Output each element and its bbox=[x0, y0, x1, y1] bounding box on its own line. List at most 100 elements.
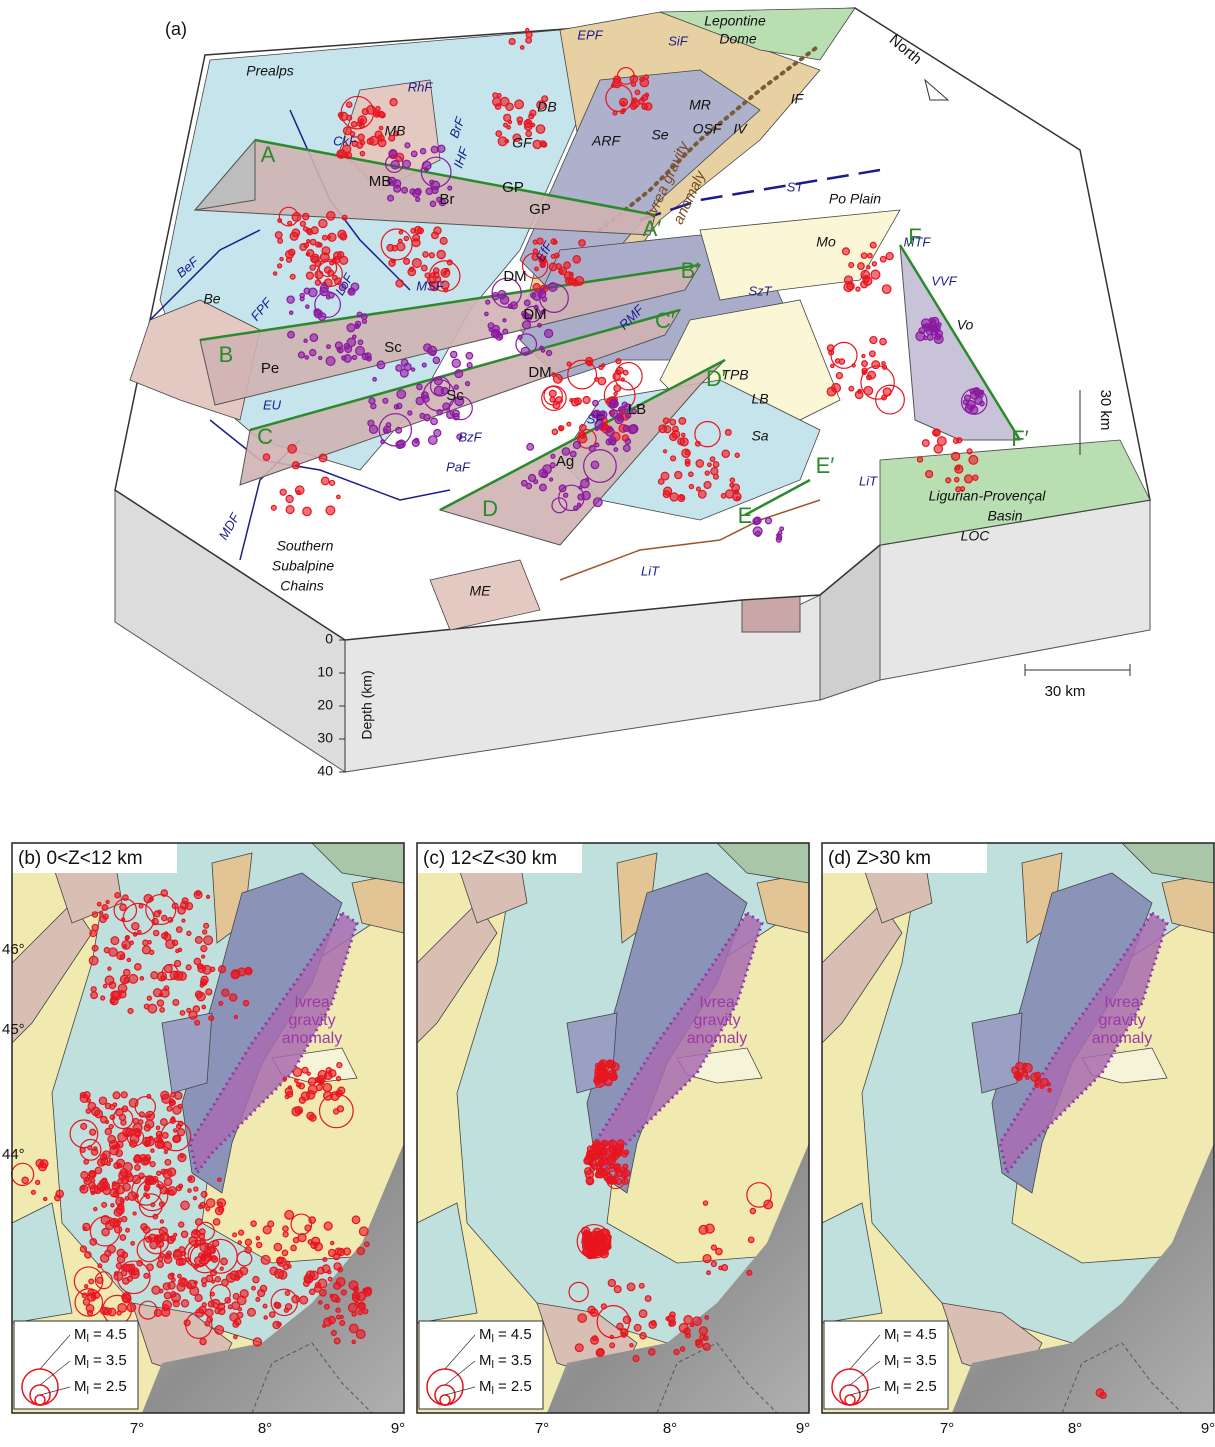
quake-symbol bbox=[338, 113, 343, 118]
quake-symbol bbox=[452, 359, 460, 367]
legend-value: = 2.5 bbox=[498, 1378, 532, 1395]
quake-symbol bbox=[251, 1221, 256, 1226]
quake-symbol bbox=[144, 1187, 149, 1192]
quake-symbol bbox=[617, 1323, 623, 1329]
quake-symbol bbox=[320, 253, 329, 262]
map-label: EU bbox=[263, 397, 282, 412]
quake-symbol bbox=[503, 319, 506, 322]
quake-symbol bbox=[133, 1212, 136, 1215]
quake-symbol bbox=[351, 122, 356, 127]
quake-symbol bbox=[404, 258, 410, 264]
quake-symbol bbox=[593, 1228, 601, 1236]
quake-symbol bbox=[178, 1129, 185, 1136]
quake-symbol bbox=[394, 405, 398, 409]
quake-symbol bbox=[583, 396, 590, 403]
quake-symbol bbox=[431, 418, 438, 425]
quake-symbol bbox=[157, 1184, 160, 1187]
quake-symbol bbox=[304, 339, 307, 342]
quake-symbol bbox=[849, 263, 854, 268]
quake-symbol bbox=[623, 445, 630, 452]
quake-symbol bbox=[218, 1178, 222, 1182]
quake-symbol bbox=[705, 471, 709, 475]
map-label: B bbox=[219, 342, 234, 367]
map-label: Sa bbox=[751, 428, 768, 444]
quake-symbol bbox=[173, 1136, 180, 1143]
quake-symbol bbox=[882, 285, 891, 294]
quake-symbol bbox=[315, 271, 323, 279]
quake-symbol bbox=[680, 438, 688, 446]
anomaly-label: gravity bbox=[1098, 1012, 1145, 1029]
legend-label: Ml= 3.5 bbox=[74, 1352, 127, 1371]
quake-symbol bbox=[916, 332, 925, 341]
quake-symbol bbox=[81, 1123, 87, 1129]
quake-symbol bbox=[572, 398, 579, 405]
quake-symbol bbox=[623, 1170, 630, 1177]
quake-symbol bbox=[596, 1156, 599, 1159]
map-label: Dome bbox=[719, 31, 757, 47]
quake-symbol bbox=[141, 1224, 147, 1230]
quake-symbol bbox=[696, 1339, 701, 1344]
quake-symbol bbox=[125, 936, 129, 940]
quake-symbol bbox=[160, 1187, 167, 1194]
quake-symbol bbox=[163, 1169, 172, 1178]
map-label: Subalpine bbox=[272, 558, 334, 574]
quake-symbol bbox=[306, 272, 313, 279]
quake-symbol bbox=[310, 334, 317, 341]
quake-symbol bbox=[283, 1077, 286, 1080]
quake-symbol bbox=[106, 900, 109, 903]
quake-symbol bbox=[144, 1004, 149, 1009]
quake-symbol bbox=[764, 1200, 773, 1209]
quake-symbol bbox=[319, 219, 327, 227]
quake-symbol bbox=[204, 1252, 210, 1258]
quake-symbol bbox=[91, 992, 98, 999]
legend-sub: l bbox=[492, 1359, 494, 1371]
quake-symbol bbox=[237, 1312, 243, 1318]
quake-symbol bbox=[123, 1183, 131, 1191]
legend-m: M bbox=[884, 1378, 897, 1395]
quake-symbol bbox=[118, 1218, 122, 1222]
quake-symbol bbox=[133, 1118, 138, 1123]
quake-symbol bbox=[83, 1299, 89, 1305]
map-label: DB bbox=[537, 99, 556, 115]
quake-symbol bbox=[931, 322, 935, 326]
quake-symbol bbox=[431, 351, 436, 356]
anomaly-label: anomaly bbox=[687, 1030, 747, 1047]
map-label: Sc bbox=[446, 387, 464, 404]
quake-symbol bbox=[177, 927, 183, 933]
quake-symbol bbox=[588, 1161, 592, 1165]
quake-symbol bbox=[526, 32, 532, 38]
quake-symbol bbox=[630, 1344, 633, 1347]
quake-symbol bbox=[448, 186, 452, 190]
quake-symbol bbox=[290, 232, 298, 240]
quake-symbol bbox=[213, 1240, 219, 1246]
quake-symbol bbox=[530, 110, 536, 116]
quake-symbol bbox=[420, 149, 425, 154]
quake-symbol bbox=[288, 445, 297, 454]
quake-symbol bbox=[371, 404, 376, 409]
quake-symbol bbox=[349, 1281, 358, 1290]
quake-symbol bbox=[546, 350, 551, 355]
quake-symbol bbox=[278, 264, 282, 268]
lon-tick-label: 7° bbox=[535, 1420, 549, 1437]
quake-symbol bbox=[307, 1072, 310, 1075]
quake-symbol bbox=[164, 1256, 172, 1264]
quake-symbol bbox=[90, 1172, 95, 1177]
quake-symbol bbox=[140, 977, 143, 980]
quake-symbol bbox=[708, 463, 712, 467]
quake-symbol bbox=[621, 378, 624, 381]
quake-symbol bbox=[466, 382, 470, 386]
quake-symbol bbox=[117, 1163, 122, 1168]
quake-symbol bbox=[700, 1334, 706, 1340]
quake-symbol bbox=[157, 1261, 163, 1267]
map-label: DM bbox=[523, 306, 546, 323]
quake-symbol bbox=[92, 912, 97, 917]
quake-symbol bbox=[870, 351, 876, 357]
legend-sub: l bbox=[87, 1385, 89, 1397]
quake-symbol bbox=[107, 1162, 111, 1166]
quake-symbol bbox=[531, 293, 536, 298]
quake-symbol bbox=[573, 256, 580, 263]
quake-symbol bbox=[263, 1304, 267, 1308]
quake-symbol bbox=[355, 321, 360, 326]
quake-symbol bbox=[321, 477, 329, 485]
quake-symbol bbox=[424, 344, 432, 352]
